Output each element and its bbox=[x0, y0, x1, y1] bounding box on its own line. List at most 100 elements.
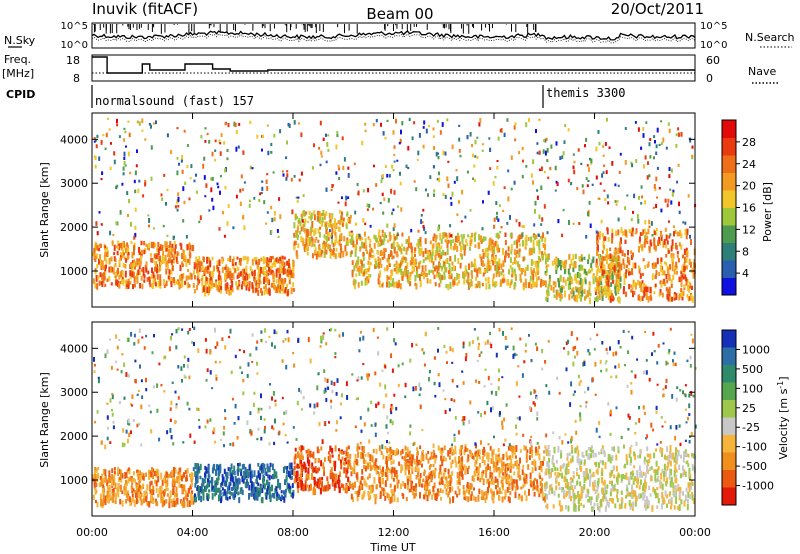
scatter-cell bbox=[417, 471, 419, 478]
scatter-cell bbox=[538, 472, 541, 478]
scatter-cell bbox=[258, 493, 261, 497]
scatter-cell bbox=[493, 468, 496, 473]
scatter-cell-sparse bbox=[503, 186, 506, 190]
scatter-cell bbox=[584, 296, 586, 301]
scatter-cell bbox=[501, 278, 504, 284]
scatter-cell bbox=[237, 472, 239, 476]
scatter-cell bbox=[369, 274, 372, 278]
scatter-cell bbox=[321, 477, 324, 481]
scatter-cell-sparse bbox=[262, 134, 264, 139]
scatter-cell bbox=[168, 250, 171, 257]
scatter-cell bbox=[384, 232, 387, 239]
scatter-cell bbox=[586, 293, 589, 298]
scatter-cell bbox=[233, 470, 236, 476]
scatter-cell bbox=[122, 263, 125, 268]
scatter-cell bbox=[465, 488, 468, 494]
scatter-cell bbox=[165, 499, 168, 504]
scatter-cell bbox=[491, 456, 494, 463]
scatter-cell bbox=[608, 287, 611, 295]
scatter-cell bbox=[182, 255, 185, 262]
scatter-cell bbox=[668, 286, 671, 294]
scatter-cell bbox=[688, 258, 691, 265]
scatter-cell bbox=[389, 274, 392, 281]
scatter-cell bbox=[129, 477, 132, 481]
scatter-cell bbox=[306, 456, 309, 464]
scatter-cell bbox=[382, 472, 385, 477]
scatter-cell bbox=[143, 491, 146, 497]
scatter-cell bbox=[574, 253, 577, 259]
scatter-cell-sparse bbox=[141, 129, 144, 132]
scatter-cell bbox=[296, 253, 299, 259]
scatter-cell bbox=[474, 237, 476, 242]
scatter-cell bbox=[672, 274, 675, 281]
scatter-cell bbox=[467, 234, 470, 238]
scatter-cell-sparse bbox=[488, 137, 491, 140]
scatter-cell bbox=[545, 272, 548, 277]
scatter-cell bbox=[149, 283, 152, 288]
scatter-cell bbox=[414, 247, 417, 252]
scatter-cell bbox=[256, 487, 259, 492]
scatter-cell bbox=[504, 468, 507, 475]
scatter-cell-sparse bbox=[603, 164, 606, 167]
scatter-cell bbox=[502, 453, 505, 460]
scatter-cell bbox=[126, 284, 129, 288]
scatter-cell bbox=[132, 251, 135, 256]
scatter-cell-sparse bbox=[353, 162, 356, 166]
scatter-cell bbox=[693, 259, 696, 264]
scatter-cell bbox=[508, 486, 511, 490]
scatter-cell bbox=[358, 265, 361, 272]
scatter-cell bbox=[611, 261, 614, 267]
scatter-cell bbox=[531, 461, 534, 465]
scatter-cell bbox=[174, 244, 177, 249]
scatter-cell bbox=[638, 265, 640, 270]
scatter-cell bbox=[279, 484, 281, 488]
scatter-cell bbox=[508, 497, 511, 504]
scatter-cell bbox=[367, 273, 370, 280]
scatter-cell bbox=[231, 259, 234, 264]
scatter-cell bbox=[538, 255, 541, 261]
scatter-cell bbox=[432, 261, 435, 268]
scatter-cell bbox=[282, 268, 285, 275]
scatter-cell bbox=[334, 229, 337, 234]
scatter-cell bbox=[424, 257, 427, 261]
scatter-cell bbox=[279, 265, 282, 272]
noise-right-label: N.Search bbox=[745, 31, 795, 44]
scatter-cell bbox=[581, 278, 584, 286]
scatter-cell bbox=[253, 276, 256, 282]
scatter-cell bbox=[486, 452, 489, 459]
scatter-cell-sparse bbox=[357, 190, 360, 196]
scatter-cell bbox=[237, 465, 240, 470]
scatter-cell bbox=[522, 283, 525, 287]
scatter-cell bbox=[524, 241, 527, 247]
scatter-cell bbox=[221, 487, 224, 491]
scatter-cell bbox=[145, 496, 148, 501]
scatter-cell bbox=[152, 279, 155, 285]
scatter-cell bbox=[305, 247, 307, 252]
scatter-cell bbox=[293, 241, 296, 249]
scatter-cell bbox=[136, 485, 139, 489]
scatter-cell bbox=[605, 280, 608, 287]
scatter-cell bbox=[310, 473, 313, 480]
scatter-cell bbox=[678, 230, 681, 237]
scatter-cell bbox=[529, 280, 532, 285]
scatter-cell bbox=[451, 486, 454, 492]
scatter-cell bbox=[389, 453, 392, 458]
scatter-cell bbox=[677, 258, 680, 263]
scatter-cell bbox=[166, 475, 169, 481]
scatter-cell bbox=[496, 247, 499, 253]
scatter-cell bbox=[633, 281, 636, 288]
scatter-cell bbox=[189, 251, 192, 259]
scatter-cell bbox=[114, 500, 117, 505]
scatter-cell-sparse bbox=[648, 142, 651, 147]
scatter-cell bbox=[94, 270, 97, 275]
scatter-cell bbox=[417, 262, 420, 269]
scatter-cell bbox=[619, 270, 622, 277]
scatter-cell-sparse bbox=[235, 194, 238, 199]
colorbar-tick-label: 24 bbox=[742, 158, 756, 171]
scatter-cell bbox=[285, 469, 288, 475]
scatter-cell-sparse bbox=[224, 122, 227, 126]
scatter-cell bbox=[421, 265, 424, 273]
scatter-cell bbox=[294, 447, 297, 452]
scatter-cell bbox=[625, 291, 628, 297]
scatter-cell bbox=[440, 238, 443, 245]
